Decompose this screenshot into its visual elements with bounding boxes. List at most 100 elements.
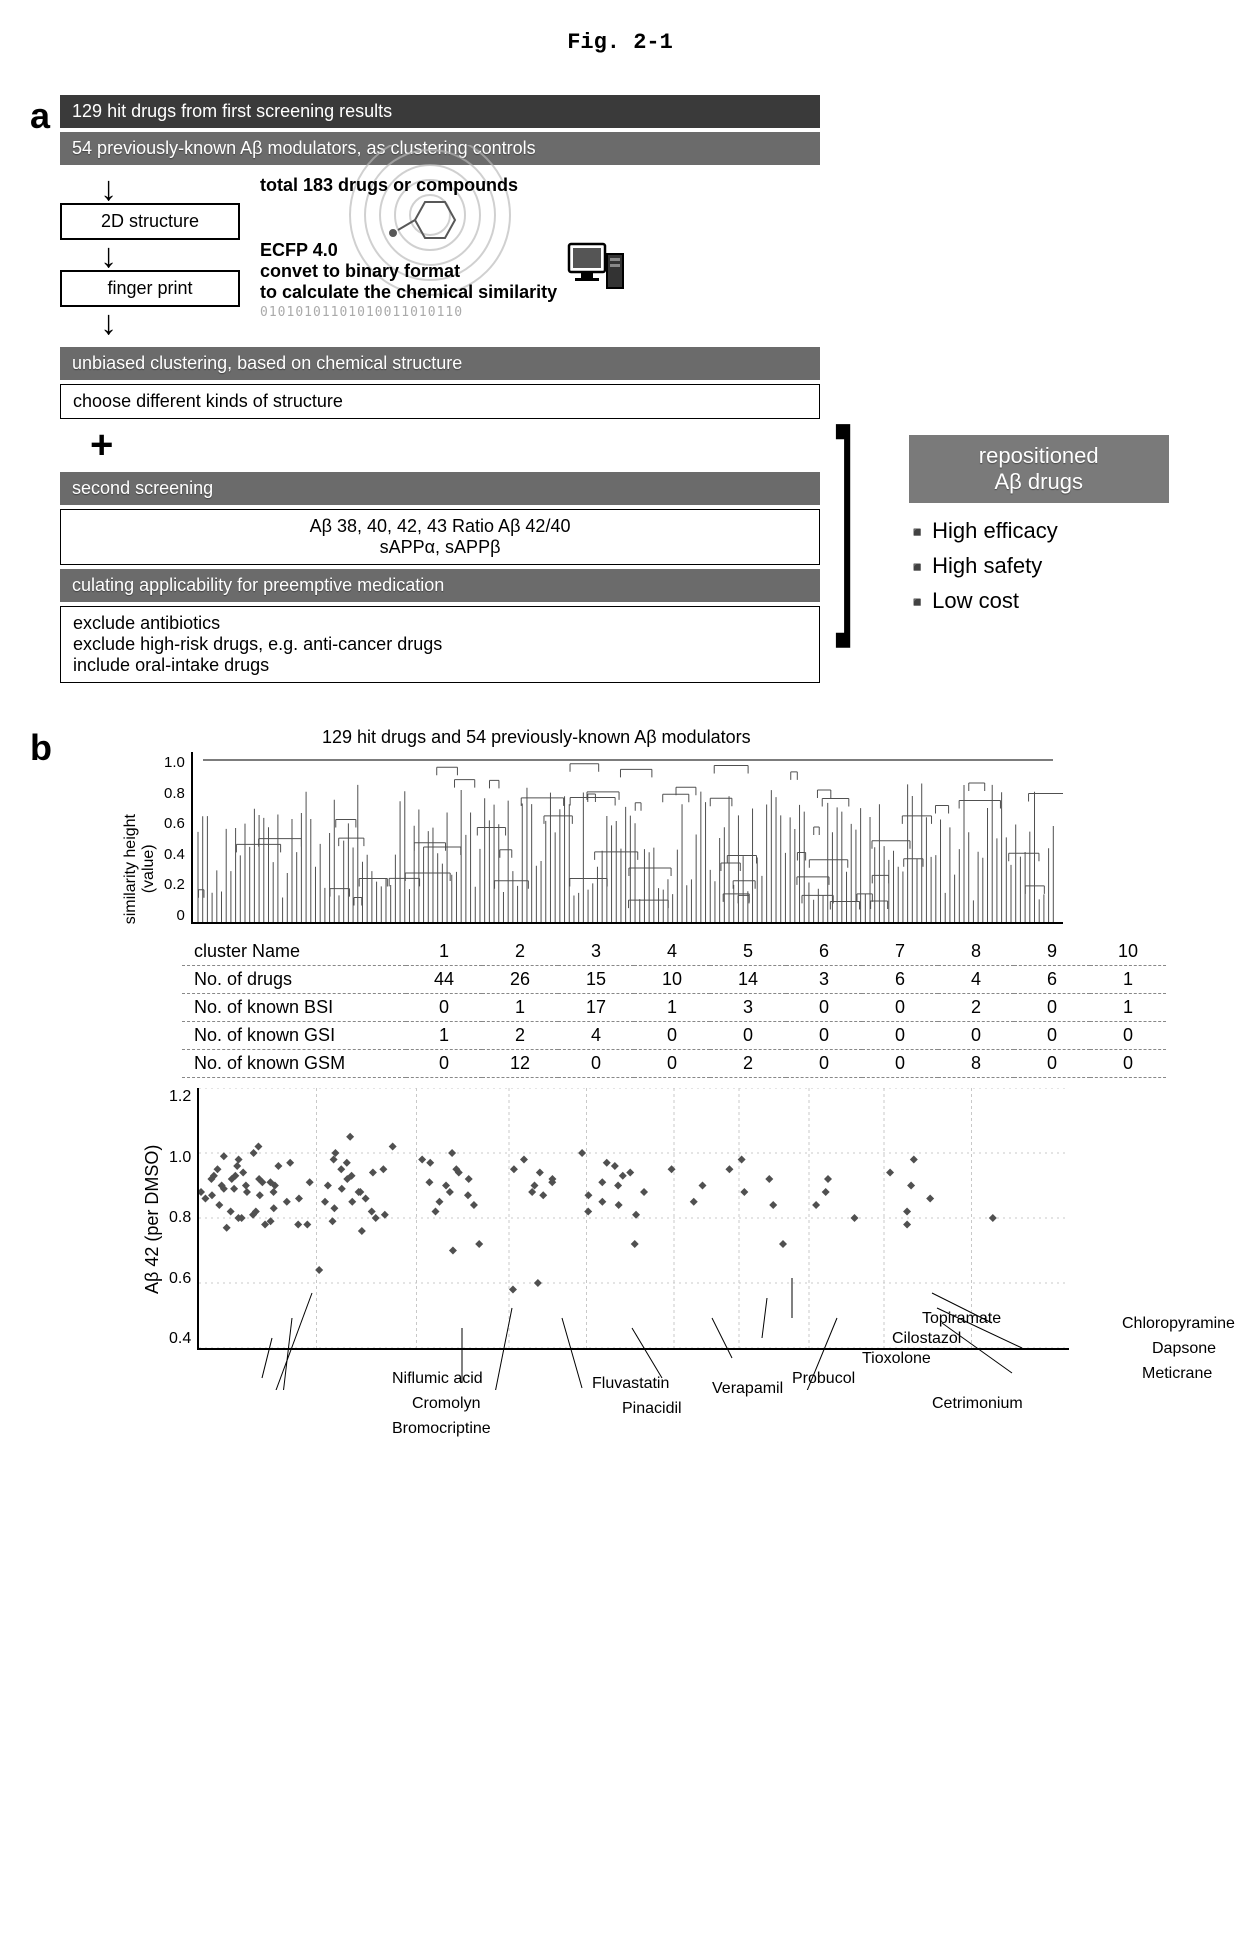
- drug-label: Verapamil: [712, 1380, 783, 1398]
- table-cell: 8: [938, 938, 1014, 966]
- ytick: 0.4: [164, 846, 185, 863]
- bar-clustering: unbiased clustering, based on chemical s…: [60, 347, 820, 380]
- panel-a: a 129 hit drugs from first screening res…: [30, 95, 1210, 687]
- table-row: No. of known GSM01200200800: [182, 1050, 1166, 1078]
- table-cell: No. of known GSM: [182, 1050, 406, 1078]
- bar-clustering-sub: choose different kinds of structure: [60, 384, 820, 419]
- panel-b: b 129 hit drugs and 54 previously-known …: [30, 727, 1210, 1470]
- table-cell: 0: [634, 1022, 710, 1050]
- table-cell: No. of known BSI: [182, 994, 406, 1022]
- table-cell: 4: [634, 938, 710, 966]
- table-cell: 0: [862, 1050, 938, 1078]
- drug-label: Cetrimonium: [932, 1395, 1023, 1413]
- ytick: 0.2: [164, 876, 185, 893]
- table-row: cluster Name12345678910: [182, 938, 1166, 966]
- drug-label: Probucol: [792, 1370, 855, 1388]
- table-cell: 8: [938, 1050, 1014, 1078]
- side-item-safety: High safety: [909, 553, 1043, 578]
- scatter-yticks: 1.21.00.80.60.4: [169, 1088, 191, 1348]
- table-cell: 17: [558, 994, 634, 1022]
- second-sub-line1: Aβ 38, 40, 42, 43 Ratio Aβ 42/40: [73, 516, 807, 537]
- ytick: 1.2: [169, 1088, 191, 1106]
- drug-label: Tioxolone: [862, 1350, 931, 1368]
- side-title-line2: Aβ drugs: [923, 469, 1155, 495]
- table-cell: 12: [482, 1050, 558, 1078]
- drug-label: Chloropyramine: [1122, 1315, 1235, 1333]
- table-cell: 2: [938, 994, 1014, 1022]
- bar-129-hits: 129 hit drugs from first screening resul…: [60, 95, 820, 128]
- dendro-ylabel: similarity height (value): [122, 814, 158, 924]
- ytick: 0.6: [164, 815, 185, 832]
- side-title: repositioned Aβ drugs: [909, 435, 1169, 503]
- drug-label: Topiramate: [922, 1310, 1001, 1328]
- table-cell: 0: [786, 1050, 862, 1078]
- table-cell: 44: [406, 966, 482, 994]
- box-2d-structure: 2D structure: [60, 203, 240, 240]
- culating-line2: exclude high-risk drugs, e.g. anti-cance…: [73, 634, 807, 655]
- binary-decoration: 01010101101010011010110: [260, 305, 820, 320]
- table-cell: 6: [1014, 966, 1090, 994]
- text-total-drugs: total 183 drugs or compounds: [260, 175, 820, 196]
- ytick: 0.8: [169, 1209, 191, 1227]
- table-cell: 15: [558, 966, 634, 994]
- table-cell: 0: [558, 1050, 634, 1078]
- culating-line3: include oral-intake drugs: [73, 655, 807, 676]
- table-cell: 9: [1014, 938, 1090, 966]
- table-cell: 0: [1014, 994, 1090, 1022]
- table-cell: 6: [862, 966, 938, 994]
- table-cell: 4: [558, 1022, 634, 1050]
- table-cell: 0: [862, 1022, 938, 1050]
- table-cell: 0: [938, 1022, 1014, 1050]
- culating-line1: exclude antibiotics: [73, 613, 807, 634]
- ytick: 0.8: [164, 785, 185, 802]
- table-cell: 1: [482, 994, 558, 1022]
- box-fingerprint: finger print: [60, 270, 240, 307]
- drug-label: Pinacidil: [622, 1400, 682, 1418]
- table-cell: 2: [710, 1050, 786, 1078]
- drug-label: Fluvastatin: [592, 1375, 669, 1393]
- table-cell: 0: [406, 1050, 482, 1078]
- table-cell: 0: [1090, 1050, 1166, 1078]
- table-cell: cluster Name: [182, 938, 406, 966]
- table-cell: 0: [862, 994, 938, 1022]
- table-cell: 0: [634, 1050, 710, 1078]
- dendro-title: 129 hit drugs and 54 previously-known Aβ…: [322, 727, 1166, 748]
- drug-label: Bromocriptine: [392, 1420, 491, 1438]
- table-cell: 2: [482, 1022, 558, 1050]
- computer-icon: [567, 240, 627, 300]
- drug-label: Niflumic acid: [392, 1370, 483, 1388]
- text-similarity: to calculate the chemical similarity: [260, 282, 557, 303]
- ytick: 1.0: [169, 1149, 191, 1167]
- side-box: repositioned Aβ drugs High efficacy High…: [909, 435, 1169, 619]
- table-cell: 0: [786, 1022, 862, 1050]
- table-cell: 3: [710, 994, 786, 1022]
- table-cell: 3: [786, 966, 862, 994]
- drug-label: Dapsone: [1152, 1340, 1216, 1358]
- ytick: 1.0: [164, 754, 185, 771]
- side-item-efficacy: High efficacy: [909, 518, 1058, 543]
- ytick: 0: [164, 907, 185, 924]
- table-cell: 1: [634, 994, 710, 1022]
- table-cell: 0: [710, 1022, 786, 1050]
- text-ecfp: ECFP 4.0: [260, 240, 557, 261]
- bar-second-screening: second screening: [60, 472, 820, 505]
- table-cell: 1: [1090, 966, 1166, 994]
- drug-label: Cilostazol: [892, 1330, 961, 1348]
- arrow-down-icon: ↓: [100, 177, 240, 201]
- table-cell: No. of known GSI: [182, 1022, 406, 1050]
- table-cell: 0: [1014, 1022, 1090, 1050]
- panel-a-letter: a: [30, 95, 50, 137]
- drug-labels: Niflumic acidCromolynBromocriptineFluvas…: [362, 1340, 1166, 1460]
- arrow-down-icon: ↓: [100, 244, 240, 268]
- table-cell: 1: [1090, 994, 1166, 1022]
- table-cell: 1: [406, 938, 482, 966]
- table-cell: 10: [1090, 938, 1166, 966]
- panel-a-flow: 129 hit drugs from first screening resul…: [60, 95, 820, 687]
- table-cell: 5: [710, 938, 786, 966]
- bar-culating: culating applicability for preemptive me…: [60, 569, 820, 602]
- figure-title: Fig. 2-1: [30, 30, 1210, 55]
- table-cell: 26: [482, 966, 558, 994]
- second-sub-line2: sAPPα, sAPPβ: [73, 537, 807, 558]
- plus-icon: +: [90, 423, 820, 468]
- table-row: No. of drugs442615101436461: [182, 966, 1166, 994]
